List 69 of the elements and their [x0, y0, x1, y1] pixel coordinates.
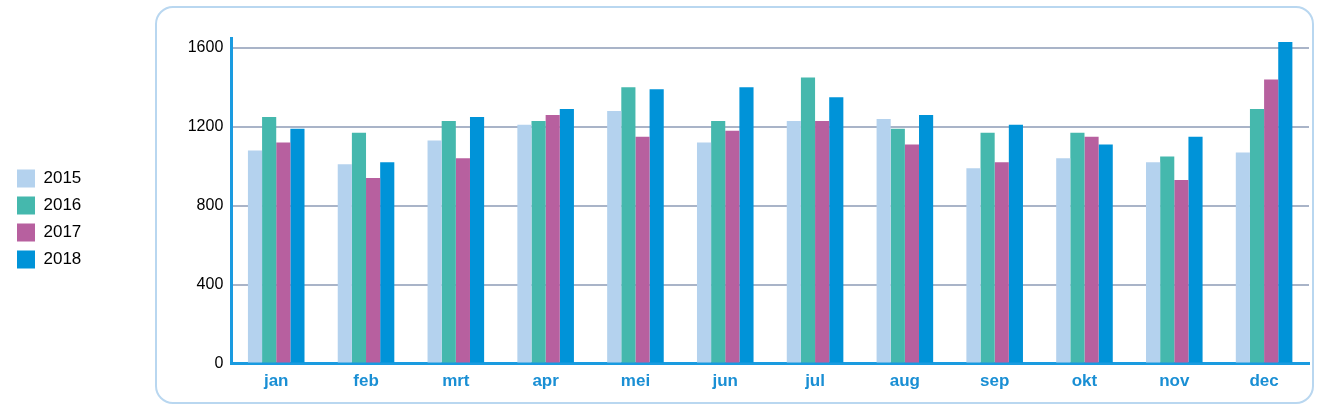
bar — [1008, 124, 1023, 363]
legend-label: 2016 — [43, 195, 82, 215]
bar — [786, 120, 801, 363]
bar — [1056, 158, 1071, 363]
x-tick-label: aug — [889, 371, 920, 391]
bar — [800, 77, 816, 363]
x-tick-label: apr — [532, 371, 560, 391]
x-tick-label: feb — [353, 371, 379, 391]
bar — [337, 164, 352, 363]
bar — [815, 120, 830, 363]
x-tick-label: jan — [262, 371, 289, 391]
bar — [262, 116, 277, 363]
x-tick-label: sep — [980, 371, 1010, 391]
bar — [1084, 136, 1099, 363]
legend-label: 2017 — [43, 222, 82, 242]
bar — [366, 178, 381, 363]
y-tick-label: 0 — [214, 354, 224, 372]
bar — [890, 128, 905, 363]
x-tick-label: mrt — [442, 371, 470, 391]
bar — [469, 116, 485, 363]
bar — [1188, 136, 1203, 363]
legend-label: 2015 — [43, 168, 82, 188]
bar — [517, 124, 532, 363]
x-tick-label: jun — [711, 371, 739, 391]
bar — [876, 118, 891, 363]
bar — [247, 150, 263, 363]
bar — [531, 120, 546, 363]
bar — [380, 162, 395, 363]
bar — [739, 87, 754, 363]
x-tick-label: okt — [1071, 371, 1098, 391]
bar — [290, 128, 305, 363]
x-tick-label: mei — [620, 371, 651, 391]
bar — [441, 120, 456, 363]
bar — [696, 142, 712, 363]
x-tick-label: dec — [1249, 371, 1279, 391]
y-tick-label: 400 — [196, 275, 224, 293]
bar — [919, 114, 934, 363]
bar — [1174, 180, 1189, 363]
bar — [1278, 41, 1293, 363]
legend-label: 2018 — [43, 249, 82, 269]
bar — [1235, 152, 1250, 363]
bar — [455, 158, 470, 363]
bar — [621, 87, 636, 363]
bar — [829, 97, 844, 363]
bar — [980, 132, 995, 363]
bar — [351, 132, 367, 363]
x-tick-label: jul — [804, 371, 825, 391]
bar — [1070, 132, 1085, 363]
y-tick-label: 1200 — [187, 117, 224, 135]
bar — [1098, 144, 1113, 363]
bar — [649, 89, 664, 363]
bar — [545, 114, 560, 363]
bar — [635, 136, 650, 363]
bar — [427, 140, 442, 363]
bar — [1146, 162, 1161, 363]
bar — [966, 168, 981, 363]
bar — [711, 120, 726, 363]
y-tick-label: 1600 — [187, 38, 224, 56]
y-tick-label: 800 — [196, 196, 224, 214]
bar — [904, 144, 920, 363]
bar — [607, 111, 622, 363]
bar — [1160, 156, 1175, 363]
bar — [994, 162, 1009, 363]
bar — [1249, 109, 1265, 363]
bar — [559, 109, 574, 363]
bar — [725, 130, 740, 363]
bar — [1264, 79, 1279, 363]
bar — [276, 142, 291, 363]
x-tick-label: nov — [1159, 371, 1190, 391]
